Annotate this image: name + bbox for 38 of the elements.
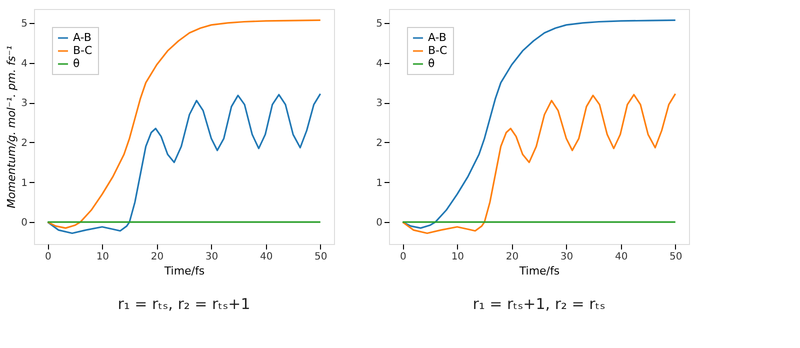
x-tick-label: 50: [669, 252, 682, 262]
y-tick-label: 0: [21, 218, 28, 229]
text: r₁ = rₜₛ+1, r₂ = rₜₛ: [472, 295, 606, 313]
x-tick-label: 40: [260, 252, 273, 262]
y-axis-title: Momentum/g. mol⁻¹. pm. fs⁻¹: [5, 46, 18, 208]
x-tick-label: 20: [150, 252, 164, 262]
x-tick-label: 10: [451, 252, 464, 262]
legend-label: θ: [73, 57, 80, 70]
x-axis-title: Time/fs: [518, 264, 560, 278]
line-series: [402, 93, 676, 234]
legend-label: B-C: [73, 44, 93, 57]
x-tick-label: 20: [506, 252, 519, 262]
y-tick-label: 2: [376, 138, 382, 149]
legend-label: θ: [428, 57, 435, 70]
y-tick-label: 2: [21, 138, 28, 149]
x-tick-label: 40: [614, 252, 628, 262]
line-series: [46, 19, 322, 229]
y-tick-label: 3: [376, 98, 382, 110]
x-axis-title: Time/fs: [163, 264, 205, 278]
y-tick-label: 4: [21, 58, 28, 70]
x-tick-label: 30: [560, 252, 574, 262]
legend-label: A-B: [73, 31, 92, 44]
line-series: [46, 93, 322, 234]
x-tick-label: 0: [44, 252, 52, 262]
y-tick-label: 1: [376, 178, 382, 189]
x-tick-label: 50: [314, 252, 328, 262]
y-tick-label: 1: [21, 178, 28, 189]
legend-label: A-B: [428, 31, 446, 44]
x-tick-label: 0: [400, 252, 406, 262]
y-tick-label: 0: [376, 218, 382, 229]
x-tick-label: 30: [205, 252, 218, 262]
text: r₁ = rₜₛ, r₂ = rₜₛ+1: [118, 295, 250, 313]
y-tick-label: 3: [21, 98, 28, 110]
y-tick-label: 5: [376, 18, 382, 30]
x-tick-label: 10: [96, 252, 110, 262]
y-tick-label: 5: [21, 18, 28, 30]
y-tick-label: 4: [376, 58, 382, 70]
legend-label: B-C: [428, 44, 448, 57]
